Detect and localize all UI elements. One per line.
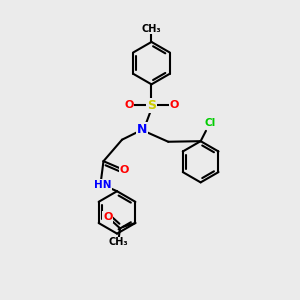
Text: O: O [103, 212, 112, 222]
Text: CH₃: CH₃ [109, 238, 128, 248]
Text: Cl: Cl [204, 118, 216, 128]
Text: CH₃: CH₃ [142, 24, 161, 34]
Text: N: N [136, 124, 147, 136]
Text: S: S [147, 99, 156, 112]
Text: O: O [119, 165, 129, 175]
Text: O: O [124, 100, 134, 110]
Text: HN: HN [94, 180, 111, 190]
Text: O: O [169, 100, 179, 110]
